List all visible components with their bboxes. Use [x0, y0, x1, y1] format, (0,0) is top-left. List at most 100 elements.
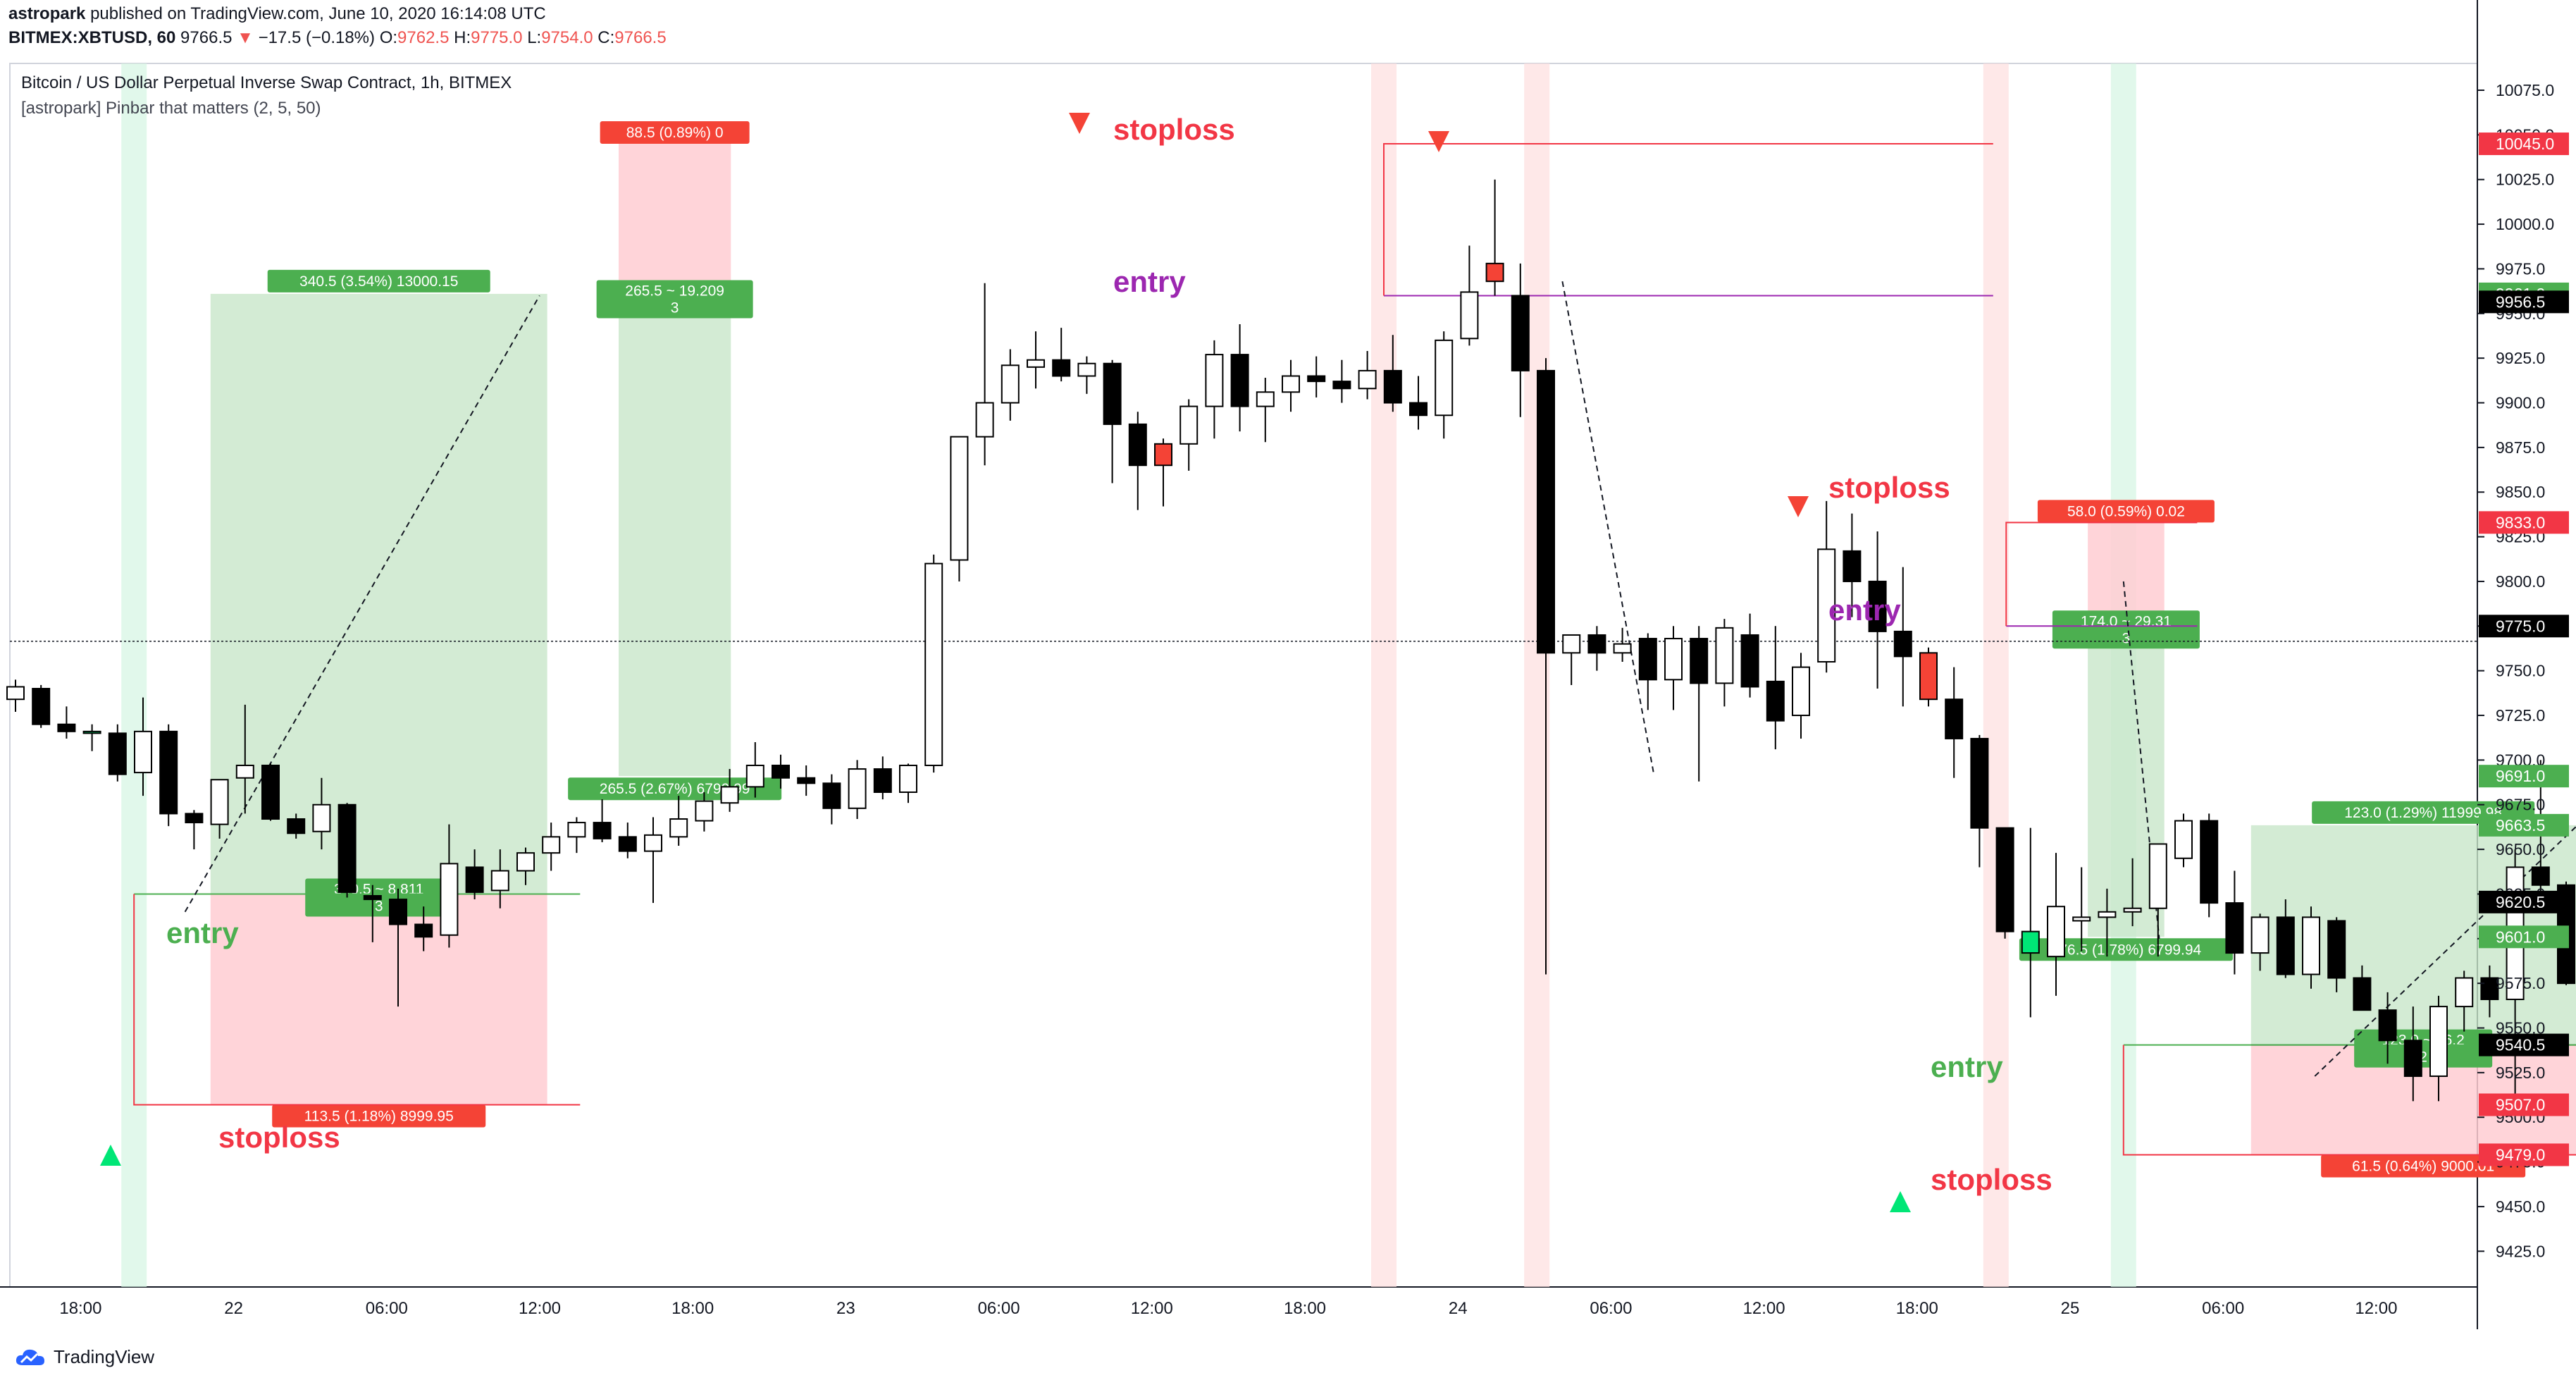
- y-tick-label: 9750.0: [2496, 662, 2545, 680]
- candle-body-91: [2327, 920, 2346, 979]
- candle-body-4: [108, 732, 127, 775]
- candle-body-93: [2378, 1009, 2397, 1042]
- price-tag-label: 9956.5: [2496, 292, 2545, 311]
- y-tick-label: 9450.0: [2496, 1197, 2545, 1216]
- candle-body-31: [797, 777, 816, 784]
- candle-body-16: [414, 923, 433, 938]
- y-tick-label: 9975.0: [2496, 259, 2545, 278]
- candle-body-85: [2174, 820, 2193, 859]
- candle-body-71: [1817, 548, 1836, 663]
- trade-4-stop-label: 61.5 (0.64%) 9000.01: [2352, 1158, 2494, 1174]
- candle-body-8: [210, 779, 229, 825]
- candle-body-11: [287, 818, 306, 834]
- candle-body-65: [1664, 638, 1683, 681]
- candle-body-26: [669, 818, 688, 838]
- entry-label-1: entry: [166, 916, 239, 949]
- x-tick-label: 12:00: [1743, 1299, 1785, 1318]
- y-tick-label: 9425.0: [2496, 1242, 2545, 1260]
- candle-body-32: [822, 782, 841, 809]
- price-tag-bg: [2479, 1093, 2569, 1116]
- entry-label-3: entry: [1828, 593, 1901, 627]
- candle-body-50: [1282, 375, 1300, 393]
- candle-body-94: [2403, 1040, 2422, 1077]
- candle-body-24: [618, 836, 637, 852]
- candle-body-72: [1843, 550, 1862, 582]
- candle-body-7: [185, 813, 204, 824]
- signal-bar-short-3: [1983, 63, 2009, 1287]
- y-tick-label: 9725.0: [2496, 706, 2545, 725]
- candle-body-90: [2302, 916, 2320, 975]
- ohlc-legend: BITMEX:XBTUSD, 60 9766.5 ▼ −17.5 (−0.18%…: [8, 28, 667, 48]
- trade-4-qty-text: 2: [2419, 1049, 2427, 1066]
- long-signal-arrow-1: [100, 1145, 121, 1166]
- candle-body-80: [2047, 906, 2065, 958]
- high-value: 9775.0: [471, 28, 523, 47]
- price-tag-label: 9601.0: [2496, 928, 2545, 946]
- candle-body-51: [1307, 375, 1326, 383]
- candle-body-55: [1409, 402, 1428, 417]
- candle-body-75: [1919, 652, 1938, 701]
- candle-body-81: [2072, 916, 2091, 922]
- trade-2-rr-box: [596, 280, 753, 319]
- x-tick-label: 22: [224, 1299, 243, 1318]
- candle-body-69: [1766, 680, 1785, 722]
- trade-3-target-label-bg: [2019, 938, 2233, 961]
- indicator-title[interactable]: [astropark] Pinbar that matters (2, 5, 5…: [21, 99, 321, 118]
- candle-body-34: [873, 768, 892, 793]
- candle-body-46: [1179, 405, 1199, 445]
- stop-connector-4: [2122, 1045, 2576, 1156]
- candle-body-97: [2480, 977, 2499, 1000]
- candle-body-84: [2148, 843, 2167, 909]
- y-tick-label: 10075.0: [2496, 81, 2554, 99]
- candle-body-0: [6, 686, 25, 701]
- y-tick-label: 10025.0: [2496, 171, 2554, 189]
- price-tag-bg: [2479, 765, 2569, 788]
- candle-body-45: [1154, 443, 1172, 467]
- chart-title: Bitcoin / US Dollar Perpetual Inverse Sw…: [21, 73, 512, 92]
- x-tick-label: 12:00: [519, 1299, 561, 1318]
- x-tick-label: 12:00: [2355, 1299, 2397, 1318]
- candle-body-20: [516, 852, 535, 872]
- candle-body-6: [159, 730, 178, 815]
- price-tag-bg: [2479, 890, 2569, 913]
- projection-line-2: [1561, 281, 1655, 777]
- price-tag-label: 10045.0: [2496, 135, 2554, 153]
- candle-body-18: [465, 866, 484, 893]
- candle-body-1: [32, 688, 51, 725]
- tradingview-logo[interactable]: TradingView: [14, 1346, 154, 1368]
- candle-body-73: [1868, 580, 1887, 632]
- candle-body-30: [772, 764, 790, 779]
- trade-1-target-zone: [210, 293, 547, 894]
- stoploss-label-1: stoploss: [218, 1121, 340, 1154]
- x-tick-label: 06:00: [978, 1299, 1020, 1318]
- candle-body-48: [1230, 354, 1249, 407]
- trade-2-target-zone: [619, 295, 731, 777]
- candle-body-63: [1613, 643, 1632, 654]
- x-tick-label: 06:00: [2202, 1299, 2244, 1318]
- trade-3-target-label: 176.5 (1.78%) 6799.94: [2051, 942, 2202, 958]
- publisher-name: astropark: [8, 4, 86, 23]
- price-tag-label: 9833.0: [2496, 513, 2545, 531]
- price-tag-bg: [2479, 1143, 2569, 1166]
- candle-body-67: [1715, 627, 1734, 684]
- trade-1-stop-label-bg: [272, 1104, 486, 1128]
- y-tick-label: 9675.0: [2496, 796, 2545, 814]
- candle-body-12: [312, 803, 331, 832]
- trade-3-stop-zone: [2088, 522, 2165, 627]
- x-tick-label: 06:00: [1590, 1299, 1632, 1318]
- price-tag-bg: [2479, 1033, 2569, 1056]
- candle-body-92: [2353, 977, 2372, 1011]
- stoploss-label-3: stoploss: [1828, 471, 1950, 504]
- candle-body-49: [1256, 391, 1275, 407]
- candle-body-68: [1740, 634, 1759, 688]
- price-tag-label: 9507.0: [2496, 1096, 2545, 1114]
- candle-body-47: [1205, 354, 1224, 407]
- candle-body-44: [1128, 423, 1147, 467]
- change-down-icon: ▼: [237, 28, 254, 47]
- candle-body-66: [1690, 638, 1709, 684]
- candle-body-25: [644, 834, 662, 852]
- y-tick-label: 9575.0: [2496, 974, 2545, 992]
- price-tag-bg: [2479, 615, 2569, 638]
- price-tag-label: 9775.0: [2496, 617, 2545, 635]
